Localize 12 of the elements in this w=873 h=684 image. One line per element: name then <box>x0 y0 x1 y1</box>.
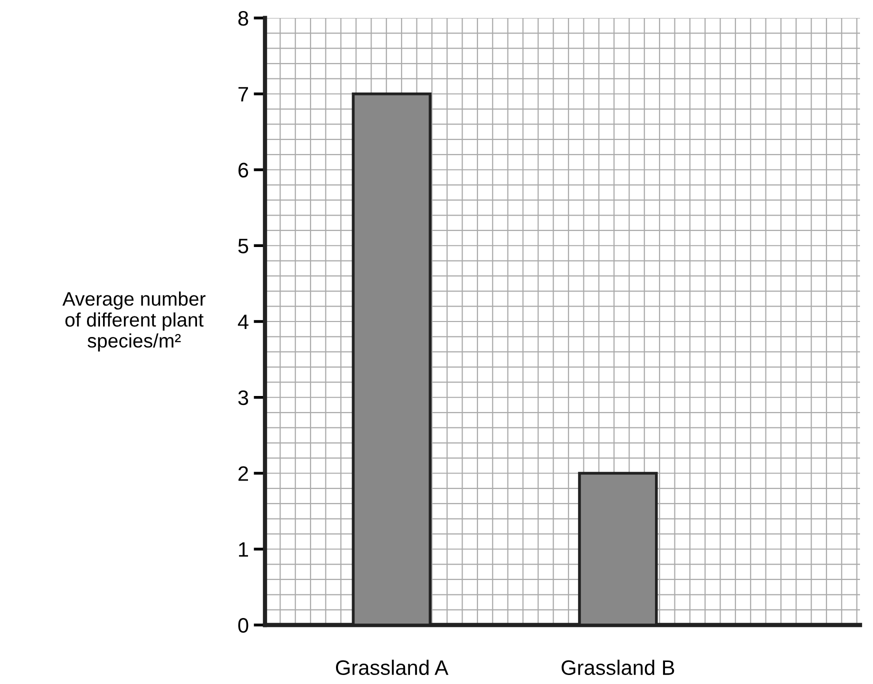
y-tick-label: 0 <box>238 618 248 633</box>
x-tick-label: Grassland B <box>562 660 674 676</box>
y-tick-label: 1 <box>239 542 248 557</box>
y-tick-label: 6 <box>238 162 248 178</box>
y-tick-label: 4 <box>238 314 248 330</box>
y-axis-title: Average number of different plant species/m² <box>62 291 206 352</box>
y-tick-label: 3 <box>238 390 248 406</box>
y-tick-label: 8 <box>238 11 248 26</box>
y-tick-label: 5 <box>238 238 248 254</box>
y-tick-label: 2 <box>238 466 248 481</box>
y-tick-label: 7 <box>238 87 248 102</box>
x-tick-label: Grassland A <box>336 660 448 676</box>
